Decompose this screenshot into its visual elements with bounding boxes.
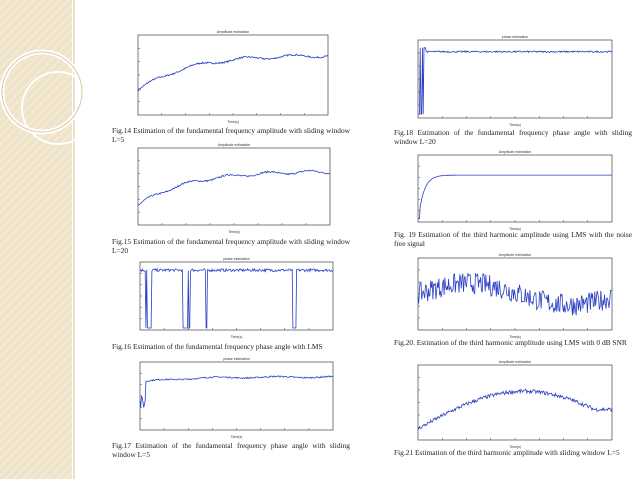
plot-frame [139, 261, 334, 331]
plot-title: Amplitude estimation [218, 143, 251, 147]
x-axis-label: Time(s) [231, 335, 243, 339]
figure-caption: Fig.20. Estimation of the third harmonic… [394, 338, 627, 347]
figure-caption: Fig.21 Estimation of the third harmonic … [394, 448, 620, 457]
figure-caption: Fig.16 Estimation of the fundamental fre… [112, 342, 323, 351]
curve [137, 169, 331, 206]
curve [418, 174, 612, 220]
x-axis-label: Time(s) [509, 227, 521, 231]
deco-circle [1, 51, 83, 133]
plot-frame [417, 154, 613, 223]
plot-frame [417, 39, 613, 119]
curve [417, 388, 613, 430]
figure-caption: Fig.15 Estimation of the fundamental fre… [112, 237, 350, 255]
plot-title: Amplitude estimation [217, 30, 250, 34]
figure-caption: Fig.14 Estimation of the fundamental fre… [112, 126, 350, 144]
plot-title: Amplitude estimation [499, 150, 532, 154]
curve [418, 47, 613, 115]
x-axis-label: Time(s) [509, 335, 521, 339]
plot: phase estimation Time(s) [139, 257, 334, 339]
plot-title: Amplitude estimation [499, 253, 532, 257]
x-axis-label: Time(s) [509, 445, 521, 449]
plot-frame [139, 361, 334, 431]
plot: Amplitude estimation Time(s) [137, 143, 331, 234]
x-axis-label: Time(s) [228, 230, 240, 234]
figure-caption: Fig.18 Estimation of the fundamental fre… [394, 128, 632, 146]
plot: phase estimation Time(s) [139, 357, 334, 439]
plot-title: phase estimation [502, 35, 529, 39]
x-axis-label: Time(s) [227, 120, 239, 124]
plot: Amplitude estimation Time(s) [137, 30, 329, 124]
plot-title: Amplitude estimation [499, 360, 532, 364]
plot-frame [137, 147, 331, 226]
deco-circle [21, 71, 95, 145]
plot-frame [417, 364, 613, 441]
x-axis-label: Time(s) [509, 123, 521, 127]
plot: Amplitude estimation Time(s) [417, 150, 613, 231]
plot: Amplitude estimation Time(s) [417, 253, 613, 339]
curve [137, 53, 329, 92]
plot: phase estimation Time(s) [417, 35, 613, 127]
curve [139, 267, 334, 329]
plot-title: phase estimation [223, 357, 250, 361]
x-axis-label: Time(s) [231, 435, 243, 439]
curve [139, 375, 334, 408]
figure-caption: Fig.17 Estimation of the fundamental fre… [112, 441, 350, 459]
plot-title: phase estimation [223, 257, 250, 261]
figure-caption: Fig. 19 Estimation of the third harmonic… [394, 230, 632, 248]
curve [417, 272, 613, 316]
plot-frame [137, 34, 329, 116]
plot: Amplitude estimation Time(s) [417, 360, 613, 449]
